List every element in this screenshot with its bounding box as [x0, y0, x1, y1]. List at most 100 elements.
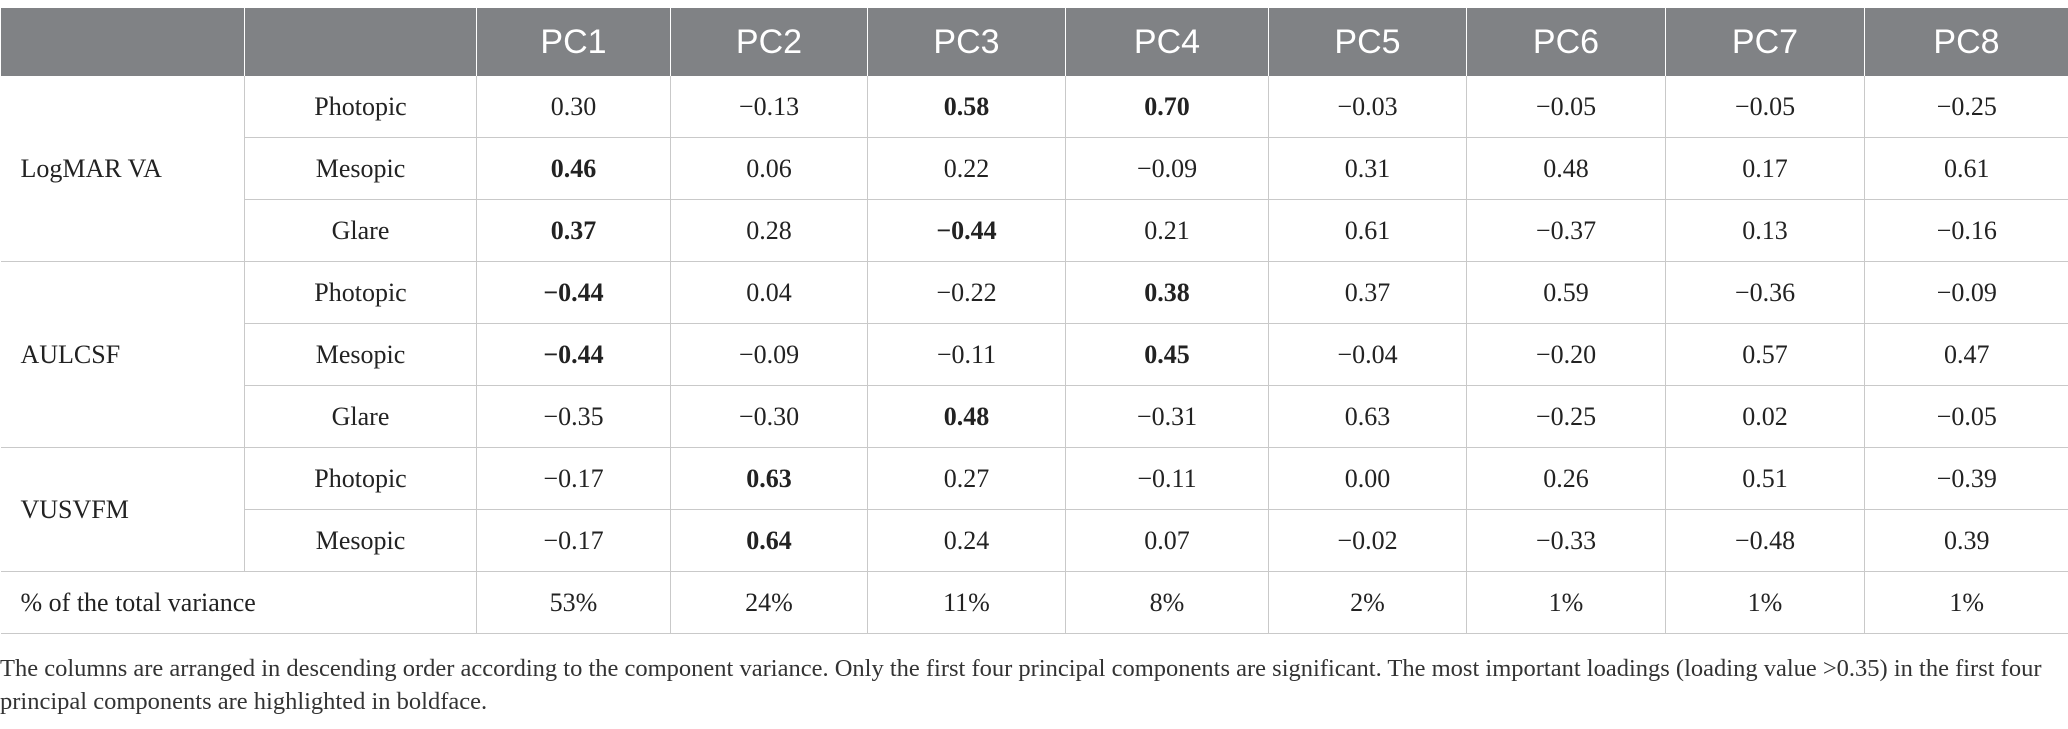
variance-cell: 1%: [1665, 571, 1865, 634]
group-label: AULCSF: [0, 261, 245, 448]
loading-cell: 0.64: [670, 509, 868, 572]
table-row: LogMAR VA Photopic 0.30 −0.13 0.58 0.70 −0.03−…: [0, 76, 2068, 262]
loading-cell: 0.26: [1466, 447, 1666, 510]
condition-label: Photopic: [244, 261, 477, 324]
loading-cell: −0.11: [867, 323, 1066, 386]
loading-cell: −0.09: [670, 323, 868, 386]
loading-cell: −0.44: [867, 199, 1066, 262]
loading-cell: −0.39: [1864, 447, 2068, 510]
header-cell-pc2: PC2: [670, 8, 868, 76]
table-row: Mesopic −0.44 −0.09 −0.11 0.45 −0.04 −0.20 0.57…: [1, 323, 2068, 386]
loading-cell: −0.25: [1466, 385, 1666, 448]
loading-cell: 0.59: [1466, 261, 1666, 324]
loading-cell: 0.31: [1268, 137, 1467, 200]
loading-cell: 0.48: [1466, 137, 1666, 200]
header-cell-pc4: PC4: [1065, 8, 1269, 76]
loading-cell: −0.20: [1466, 323, 1666, 386]
loading-cell: 0.30: [476, 76, 671, 138]
header-cell-pc8: PC8: [1864, 8, 2068, 76]
loading-cell: −0.05: [1665, 76, 1865, 138]
table-row: Glare 0.37 0.28 −0.44 0.21 0.61 −0.37 0.13 −0.16: [1, 199, 2068, 262]
loading-cell: 0.63: [670, 447, 868, 510]
loading-cell: 0.51: [1665, 447, 1865, 510]
loading-cell: 0.27: [867, 447, 1066, 510]
loading-cell: −0.03: [1268, 76, 1467, 138]
loading-cell: 0.00: [1268, 447, 1467, 510]
loading-cell: 0.13: [1665, 199, 1865, 262]
loading-cell: 0.46: [476, 137, 671, 200]
loading-cell: −0.44: [476, 261, 671, 324]
table-row: VUSVFM Photopic −0.17 0.63 0.27 −0.11 0.00 0.26…: [0, 447, 2068, 572]
loading-cell: 0.07: [1065, 509, 1269, 572]
loading-cell: −0.25: [1864, 76, 2068, 138]
loading-cell: −0.37: [1466, 199, 1666, 262]
loading-cell: −0.05: [1466, 76, 1666, 138]
variance-cell: 24%: [670, 571, 868, 634]
loading-cell: 0.21: [1065, 199, 1269, 262]
loading-cell: −0.09: [1864, 261, 2068, 324]
variance-cell: 11%: [867, 571, 1066, 634]
table-row: Mesopic −0.17 0.64 0.24 0.07 −0.02 −0.33 −0.48 0…: [1, 509, 2068, 572]
loading-cell: −0.13: [670, 76, 868, 138]
condition-label: Glare: [244, 385, 477, 448]
loading-cell: −0.04: [1268, 323, 1467, 386]
loading-cell: 0.61: [1864, 137, 2068, 200]
loading-cell: −0.11: [1065, 447, 1269, 510]
header-cell-pc7: PC7: [1665, 8, 1865, 76]
loading-cell: −0.48: [1665, 509, 1865, 572]
condition-label: Photopic: [244, 76, 477, 138]
group-label: LogMAR VA: [0, 76, 245, 262]
variance-cell: 1%: [1864, 571, 2068, 634]
loading-cell: −0.17: [476, 509, 671, 572]
variance-cell: 2%: [1268, 571, 1467, 634]
condition-label: Glare: [244, 199, 477, 262]
loading-cell: −0.44: [476, 323, 671, 386]
loading-cell: −0.09: [1065, 137, 1269, 200]
loading-cell: 0.22: [867, 137, 1066, 200]
table-footnote: The columns are arranged in descending o…: [0, 655, 2042, 715]
condition-label: Mesopic: [244, 137, 477, 200]
loading-cell: 0.02: [1665, 385, 1865, 448]
loading-cell: 0.57: [1665, 323, 1865, 386]
header-cell: [0, 8, 245, 76]
table-container: PC1 PC2 PC3 PC4 PC5 PC6 PC7 PC8 LogMAR V…: [0, 8, 2068, 634]
loading-cell: 0.28: [670, 199, 868, 262]
header-cell-pc3: PC3: [867, 8, 1066, 76]
condition-label: Photopic: [244, 447, 477, 510]
table-row: Glare −0.35 −0.30 0.48 −0.31 0.63 −0.25 0.02 −0.…: [1, 385, 2068, 448]
loading-cell: 0.70: [1065, 76, 1269, 138]
table-body: LogMAR VA Photopic 0.30 −0.13 0.58 0.70 −0.03−…: [0, 76, 2068, 634]
variance-cell: 8%: [1065, 571, 1269, 634]
loading-cell: −0.17: [476, 447, 671, 510]
condition-label: Mesopic: [244, 323, 477, 386]
loading-cell: −0.05: [1864, 385, 2068, 448]
header-cell: [244, 8, 477, 76]
loading-cell: 0.06: [670, 137, 868, 200]
table-row: Mesopic 0.46 0.06 0.22 −0.09 0.31 0.48 0.17 0.61: [1, 137, 2068, 200]
group-label: VUSVFM: [0, 447, 245, 572]
loading-cell: −0.35: [476, 385, 671, 448]
loading-cell: 0.58: [867, 76, 1066, 138]
variance-cell: 53%: [476, 571, 671, 634]
loading-cell: 0.47: [1864, 323, 2068, 386]
header-cell-pc5: PC5: [1268, 8, 1467, 76]
loading-cell: 0.04: [670, 261, 868, 324]
loading-cell: −0.16: [1864, 199, 2068, 262]
pca-loadings-table: PC1 PC2 PC3 PC4 PC5 PC6 PC7 PC8 LogMAR V…: [0, 8, 2068, 634]
variance-label: % of the total variance: [0, 571, 477, 634]
header-cell-pc6: PC6: [1466, 8, 1666, 76]
loading-cell: 0.39: [1864, 509, 2068, 572]
loading-cell: 0.63: [1268, 385, 1467, 448]
loading-cell: 0.37: [1268, 261, 1467, 324]
loading-cell: 0.48: [867, 385, 1066, 448]
loading-cell: −0.33: [1466, 509, 1666, 572]
loading-cell: 0.17: [1665, 137, 1865, 200]
variance-cell: 1%: [1466, 571, 1666, 634]
loading-cell: 0.24: [867, 509, 1066, 572]
variance-row: % of the total variance 53% 24% 11% 8% 2% 1% 1%…: [0, 571, 2068, 634]
table-row: AULCSF Photopic −0.44 0.04 −0.22 0.38 0.37 0.59…: [0, 261, 2068, 448]
condition-label: Mesopic: [244, 509, 477, 572]
loading-cell: −0.36: [1665, 261, 1865, 324]
header-cell-pc1: PC1: [476, 8, 671, 76]
header-row: PC1 PC2 PC3 PC4 PC5 PC6 PC7 PC8: [0, 8, 2068, 76]
